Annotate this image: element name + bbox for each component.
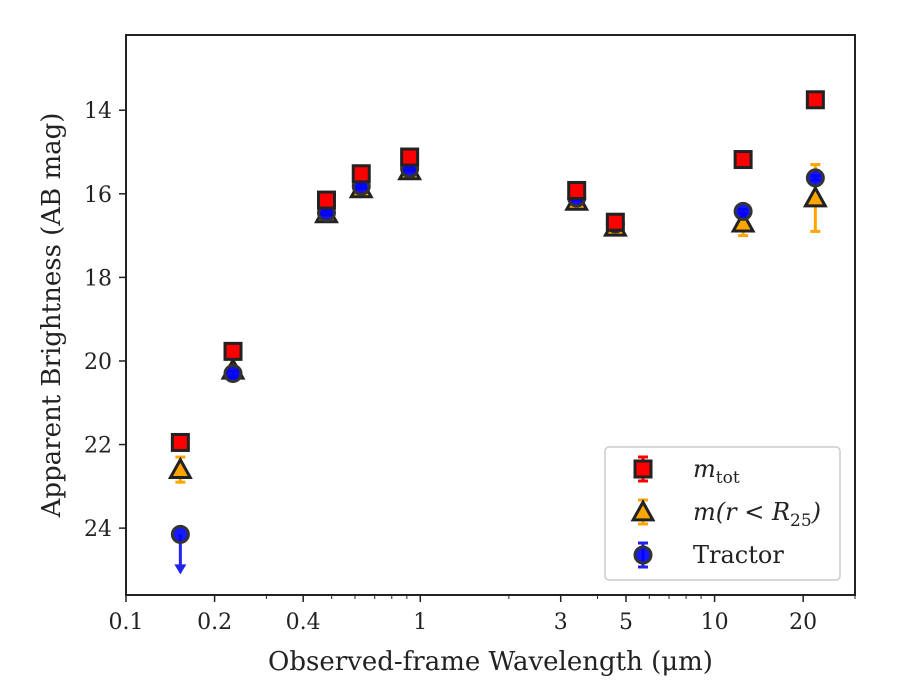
y-tick-label: 24 — [84, 517, 112, 542]
data-point-triangle — [167, 456, 193, 480]
x-tick-label: 5 — [619, 610, 633, 635]
legend: mtot m(r < R25) Tractor — [604, 446, 841, 581]
y-axis: 14 16 18 20 22 24 — [84, 99, 126, 542]
legend-marker-square — [633, 459, 653, 479]
data-point-square — [567, 180, 587, 200]
legend-label: Tractor — [693, 541, 784, 569]
x-tick-label: 3 — [554, 610, 568, 635]
x-tick-label: 10 — [701, 610, 729, 635]
y-tick-label: 22 — [84, 434, 112, 459]
data-point-square — [733, 150, 753, 170]
y-tick-label: 20 — [84, 350, 112, 375]
y-axis-label: Apparent Brightness (AB mag) — [37, 113, 67, 519]
data-point-square — [170, 432, 190, 452]
data-point-square — [605, 212, 625, 232]
data-point-circle — [223, 364, 243, 384]
plot-frame — [125, 34, 856, 596]
x-tick-label: 0.1 — [109, 610, 144, 635]
legend-label: mtot — [693, 455, 740, 488]
y-tick-label: 14 — [84, 99, 112, 124]
y-tick-label: 16 — [84, 183, 112, 208]
x-tick-label: 0.4 — [286, 610, 321, 635]
data-point-square — [351, 164, 371, 184]
data-point-square — [316, 190, 336, 210]
x-tick-label: 0.2 — [197, 610, 232, 635]
data-point-square — [223, 341, 243, 361]
data-point-circle — [733, 201, 753, 221]
data-point-circle — [805, 168, 825, 188]
legend-box — [604, 446, 841, 581]
data-point-square — [400, 147, 420, 167]
x-tick-label: 20 — [789, 610, 817, 635]
series-triangle — [167, 157, 828, 484]
data-point-triangle — [802, 184, 828, 208]
data-point-triangle — [730, 210, 756, 233]
y-tick-label: 18 — [84, 266, 112, 291]
legend-marker-circle — [633, 545, 653, 565]
legend-label: m(r < R25) — [693, 498, 821, 531]
chart-marks — [167, 90, 828, 575]
data-point-circle — [170, 524, 190, 544]
series-square — [170, 90, 825, 452]
legend-marker-triangle — [630, 499, 656, 522]
upper-limit-arrowhead — [174, 564, 187, 575]
x-axis-label: Observed-frame Wavelength (μm) — [268, 647, 713, 677]
x-tick-label: 1 — [413, 610, 427, 635]
data-point-square — [805, 90, 825, 110]
x-axis: 0.1 0.2 0.4 1 3 5 10 20 — [109, 595, 856, 635]
